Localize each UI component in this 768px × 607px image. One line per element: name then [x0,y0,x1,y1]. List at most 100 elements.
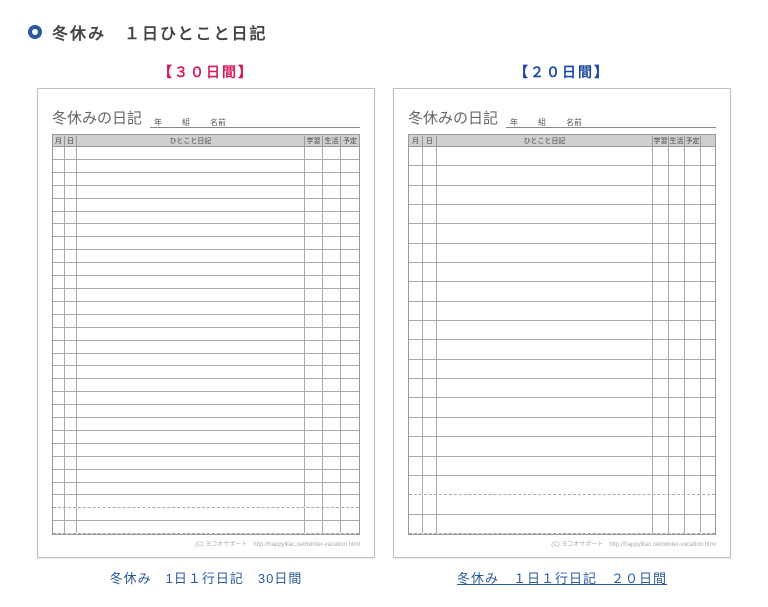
cell-month [409,398,423,416]
cell-main [437,205,653,223]
card-30: 【３０日間】 冬休みの日記 年 組 名前 月 日 ひとこと日記 学習 生活 予定 [37,62,375,587]
field-class: 組 [182,117,190,128]
cell-r3 [341,444,359,456]
bullet-icon [28,25,42,39]
field-year: 年 [510,117,518,128]
cell-main [77,276,305,288]
cell-month [53,250,65,262]
cell-r3 [341,315,359,327]
cell-r2 [323,392,341,404]
cell-r1 [653,360,669,378]
caption-20[interactable]: 冬休み １日１行日記 ２０日間 [457,568,667,587]
cell-r1 [653,495,669,513]
cell-day [65,405,77,417]
table-row [409,379,715,398]
table-row [409,244,715,263]
table-row [53,457,359,470]
table-row [409,437,715,456]
cell-r4 [701,302,715,320]
cell-main [437,340,653,358]
table-row [53,444,359,457]
cell-day [65,508,77,520]
sheet-header-30: 冬休みの日記 年 組 名前 [52,107,360,128]
cell-day [423,147,437,165]
cell-main [77,418,305,430]
cell-main [77,250,305,262]
table-row [53,341,359,354]
sheet-header-20: 冬休みの日記 年 組 名前 [408,107,716,128]
sheet-20[interactable]: 冬休みの日記 年 組 名前 月 日 ひとこと日記 学習 生活 予定 [393,88,731,558]
cell-month [53,379,65,391]
cell-month [409,418,423,436]
caption-30[interactable]: 冬休み 1日１行日記 30日間 [110,568,303,587]
cell-r3 [685,147,701,165]
cell-main [77,147,305,159]
cell-day [423,495,437,513]
cell-month [53,224,65,236]
table-row [409,147,715,166]
table-row [409,263,715,282]
sheet-30[interactable]: 冬休みの日記 年 組 名前 月 日 ひとこと日記 学習 生活 予定 (C) [37,88,375,558]
cell-main [77,366,305,378]
cell-main [437,263,653,281]
table-row [53,483,359,496]
table-row [409,340,715,359]
cell-r3 [685,437,701,455]
cell-r1 [653,398,669,416]
cell-r3 [685,244,701,262]
cell-r3 [341,160,359,172]
cell-day [423,282,437,300]
cell-main [437,495,653,513]
tbody-20 [409,147,715,534]
cell-r3 [341,508,359,520]
cell-day [423,476,437,494]
cell-r1 [653,147,669,165]
cell-main [77,315,305,327]
cell-r2 [669,437,685,455]
cell-main [77,405,305,417]
table-row [53,470,359,483]
cell-r4 [701,379,715,397]
cell-r3 [685,515,701,533]
cell-r4 [701,166,715,184]
cell-r2 [323,521,341,533]
cell-r2 [669,495,685,513]
cell-r1 [305,289,323,301]
table-row [409,398,715,417]
cell-r2 [323,289,341,301]
table-row [409,186,715,205]
sheet-fields-30: 年 組 名前 [150,114,360,128]
cell-r3 [685,186,701,204]
cell-r3 [341,521,359,533]
cell-main [77,173,305,185]
table-row [53,392,359,405]
cell-r3 [685,418,701,436]
cell-r3 [685,495,701,513]
cell-r3 [685,321,701,339]
section-header: 冬休み １日ひとこと日記 [28,20,740,44]
cell-r3 [341,470,359,482]
cell-day [423,457,437,475]
cell-main [77,508,305,520]
cell-r3 [341,483,359,495]
cell-r3 [341,431,359,443]
cell-r3 [341,354,359,366]
badge-20: 【２０日間】 [514,62,610,82]
cell-main [77,160,305,172]
cell-r2 [669,166,685,184]
cell-day [65,418,77,430]
cell-r1 [305,418,323,430]
th-r3: 予定 [341,136,359,146]
cell-r2 [669,321,685,339]
cell-r3 [341,276,359,288]
table-row [53,263,359,276]
cell-r1 [305,495,323,507]
cell-main [437,360,653,378]
cell-r3 [685,476,701,494]
cell-r4 [701,205,715,223]
table-row [409,166,715,185]
thead-30: 月 日 ひとこと日記 学習 生活 予定 [53,135,359,147]
cell-r2 [669,302,685,320]
cell-main [77,224,305,236]
cell-main [77,379,305,391]
